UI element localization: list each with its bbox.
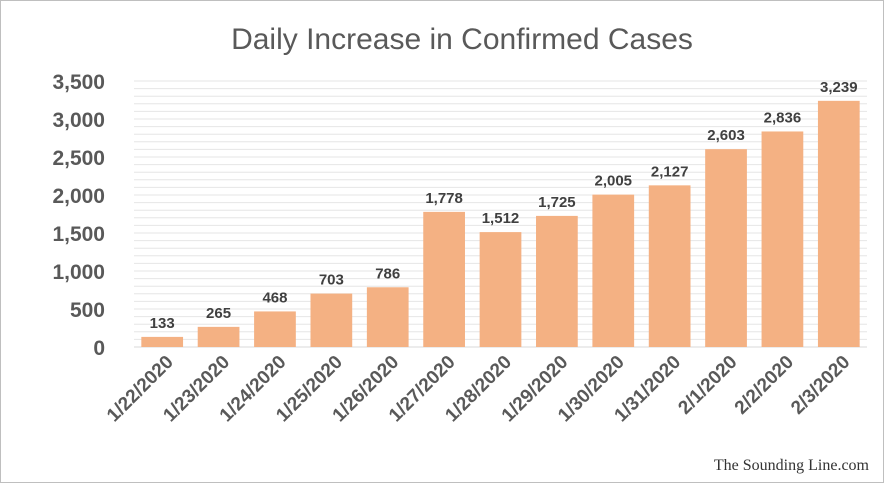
bar bbox=[817, 100, 860, 347]
data-label: 133 bbox=[150, 315, 175, 332]
bar bbox=[254, 311, 296, 347]
data-labels: 133 265 468 703 786 1,778 1,512 1,725 2,005 2,127… bbox=[150, 79, 858, 332]
bar bbox=[310, 293, 353, 347]
data-label: 1,512 bbox=[482, 210, 520, 227]
bar bbox=[761, 131, 804, 347]
data-label: 265 bbox=[206, 305, 231, 322]
y-tick-label: 500 bbox=[70, 299, 105, 322]
data-label: 2,005 bbox=[594, 173, 632, 190]
data-label: 2,603 bbox=[707, 127, 745, 144]
data-label: 703 bbox=[319, 272, 344, 289]
y-tick-label: 2,000 bbox=[52, 185, 105, 208]
y-tick-label: 3,000 bbox=[52, 109, 105, 132]
data-label: 1,778 bbox=[425, 190, 463, 207]
bar bbox=[536, 215, 578, 347]
watermark: The Sounding Line.com bbox=[714, 457, 870, 474]
data-label: 2,836 bbox=[764, 109, 802, 126]
bar bbox=[479, 232, 522, 347]
x-axis: 1/22/20201/23/20201/24/20201/25/20201/26… bbox=[103, 352, 854, 427]
data-label: 786 bbox=[375, 265, 400, 282]
x-tick-label: 2/3/2020 bbox=[787, 352, 854, 419]
bar bbox=[423, 211, 465, 347]
y-tick-label: 3,500 bbox=[52, 71, 105, 94]
x-tick-label: 2/1/2020 bbox=[674, 352, 741, 419]
bar bbox=[141, 336, 184, 347]
y-tick-label: 2,500 bbox=[52, 147, 105, 170]
y-tick-label: 1,500 bbox=[52, 223, 105, 246]
bar bbox=[705, 149, 747, 347]
data-label: 468 bbox=[262, 289, 287, 306]
data-label: 2,127 bbox=[651, 163, 689, 180]
data-label: 3,239 bbox=[820, 79, 858, 96]
bar bbox=[197, 326, 240, 347]
x-tick-label: 2/2/2020 bbox=[731, 352, 798, 419]
bars bbox=[141, 100, 860, 347]
bar bbox=[592, 194, 635, 347]
bar bbox=[366, 287, 409, 347]
bar bbox=[648, 185, 691, 347]
y-tick-label: 1,000 bbox=[52, 261, 105, 284]
chart-title: Daily Increase in Confirmed Cases bbox=[231, 23, 693, 56]
y-tick-label: 0 bbox=[93, 337, 105, 360]
data-label: 1,725 bbox=[538, 194, 576, 211]
